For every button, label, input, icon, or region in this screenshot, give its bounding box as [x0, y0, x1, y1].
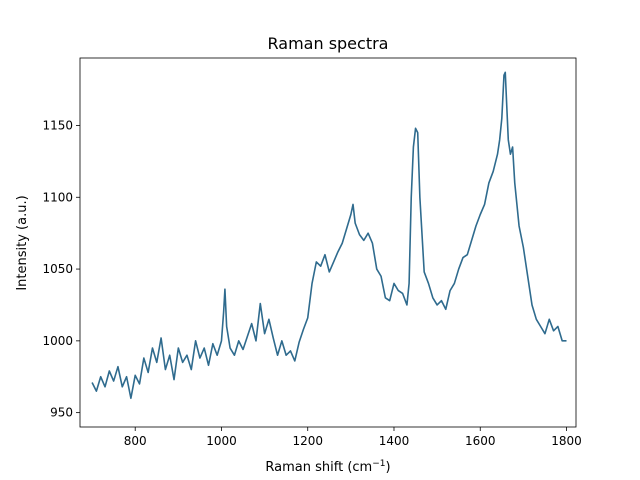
x-axis-label: Raman shift (cm−1)	[265, 459, 390, 475]
series-line-0	[91, 71, 567, 400]
x-axis-ticks: 800 1000 1200 1400 1600 1800	[124, 427, 582, 448]
x-tick-label: 1200	[292, 434, 323, 448]
x-tick-label: 1400	[379, 434, 410, 448]
y-tick-label: 1000	[42, 334, 73, 348]
y-tick-label: 1150	[42, 118, 73, 132]
series-group	[91, 71, 567, 400]
y-tick-label: 1100	[42, 190, 73, 204]
x-axis-label-suffix: )	[386, 460, 391, 475]
chart-title: Raman spectra	[268, 34, 389, 53]
x-axis-label-text: Raman shift (cm	[265, 460, 372, 475]
x-tick-label: 800	[124, 434, 147, 448]
y-tick-label: 950	[50, 406, 73, 420]
plot-area	[79, 57, 577, 428]
x-tick-label: 1800	[551, 434, 582, 448]
x-tick-label: 1000	[206, 434, 237, 448]
y-tick-label: 1050	[42, 262, 73, 276]
y-axis-label: Intensity (a.u.)	[15, 195, 30, 290]
x-axis-label-superscript: −1	[372, 459, 385, 469]
axes-frame	[79, 57, 577, 428]
y-axis-ticks: 950 1000 1050 1100 1150	[42, 118, 80, 420]
x-tick-label: 1600	[465, 434, 496, 448]
